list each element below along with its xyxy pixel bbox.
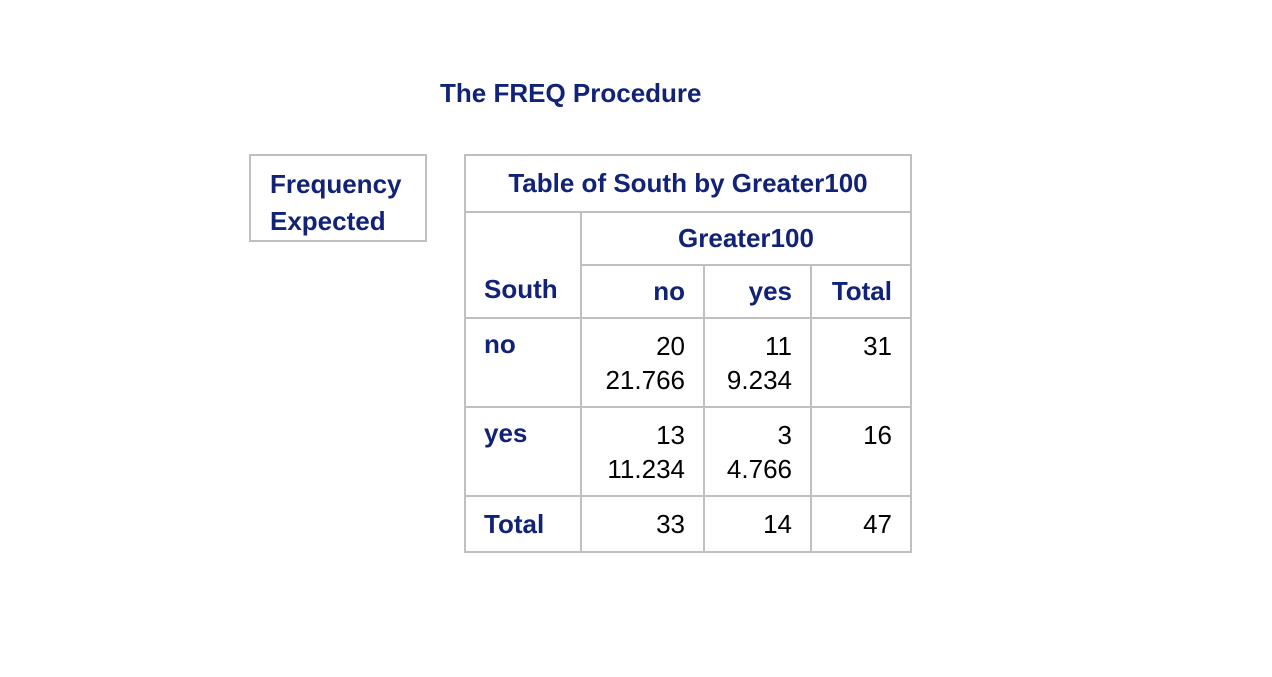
expected-value: 4.766 — [726, 454, 792, 484]
row-header-no: no — [464, 317, 582, 408]
column-variable-header: Greater100 — [580, 211, 912, 266]
expected-value: 11.234 — [607, 454, 685, 484]
table-row-total: Total 33 14 47 — [464, 495, 912, 553]
cell-no-total: 31 — [810, 317, 912, 408]
cell-grand-total: 47 — [810, 495, 912, 553]
table-caption: Table of South by Greater100 — [464, 154, 912, 213]
frequency-value: 3 — [777, 420, 792, 450]
column-header-no: no — [580, 264, 705, 319]
column-header-total: Total — [810, 264, 912, 319]
frequency-value: 20 — [656, 331, 685, 361]
legend-expected-label: Expected — [270, 206, 386, 236]
row-header-total: Total — [464, 495, 582, 553]
crosstab-table: Table of South by Greater100 South Great… — [464, 154, 912, 553]
row-variable-header: South — [464, 211, 582, 319]
legend-frequency-label: Frequency — [270, 169, 402, 199]
cell-no-no: 20 21.766 — [580, 317, 705, 408]
table-row: no 20 21.766 11 9.234 31 — [464, 317, 912, 408]
cell-yes-total: 16 — [810, 406, 912, 497]
procedure-title: The FREQ Procedure — [440, 78, 702, 108]
frequency-value: 13 — [656, 420, 685, 450]
cell-total-no: 33 — [580, 495, 705, 553]
cell-yes-no: 13 11.234 — [580, 406, 705, 497]
cell-yes-yes: 3 4.766 — [703, 406, 812, 497]
cell-no-yes: 11 9.234 — [703, 317, 812, 408]
row-header-yes: yes — [464, 406, 582, 497]
cell-contents-legend: Frequency Expected — [249, 154, 427, 242]
cell-total-yes: 14 — [703, 495, 812, 553]
table-row: yes 13 11.234 3 4.766 16 — [464, 406, 912, 497]
expected-value: 9.234 — [726, 365, 792, 395]
frequency-value: 11 — [765, 331, 792, 361]
expected-value: 21.766 — [605, 365, 685, 395]
column-header-yes: yes — [703, 264, 812, 319]
frequency-value: 16 — [863, 420, 892, 450]
frequency-value: 31 — [863, 331, 892, 361]
